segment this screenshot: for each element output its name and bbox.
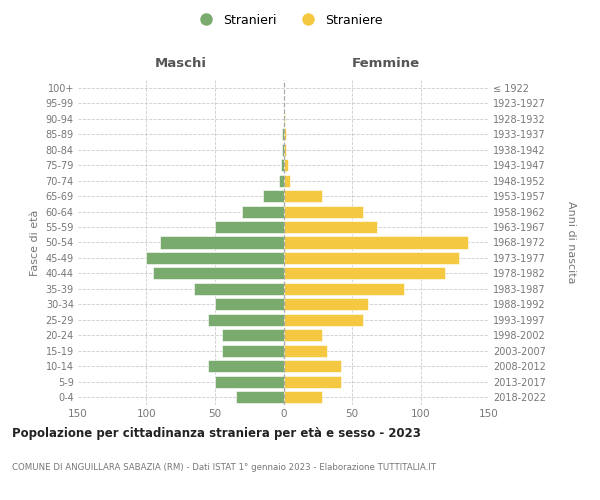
Bar xyxy=(284,345,328,357)
Bar xyxy=(284,206,363,218)
Bar xyxy=(208,314,284,326)
Bar xyxy=(284,112,285,124)
Bar xyxy=(215,376,284,388)
Bar xyxy=(263,190,284,202)
Text: Maschi: Maschi xyxy=(155,57,207,70)
Bar xyxy=(284,330,322,342)
Bar xyxy=(284,144,286,156)
Bar xyxy=(284,391,322,404)
Bar xyxy=(284,298,368,310)
Bar xyxy=(284,128,286,140)
Bar xyxy=(146,252,284,264)
Bar xyxy=(280,174,284,186)
Bar xyxy=(215,298,284,310)
Bar xyxy=(284,190,322,202)
Bar xyxy=(284,376,341,388)
Bar xyxy=(282,128,284,140)
Bar xyxy=(284,221,377,233)
Y-axis label: Anni di nascita: Anni di nascita xyxy=(566,201,575,284)
Bar xyxy=(222,345,284,357)
Bar xyxy=(284,236,469,248)
Bar xyxy=(215,221,284,233)
Text: COMUNE DI ANGUILLARA SABAZIA (RM) - Dati ISTAT 1° gennaio 2023 - Elaborazione TU: COMUNE DI ANGUILLARA SABAZIA (RM) - Dati… xyxy=(12,462,436,471)
Y-axis label: Fasce di età: Fasce di età xyxy=(30,210,40,276)
Bar xyxy=(154,268,284,280)
Legend: Stranieri, Straniere: Stranieri, Straniere xyxy=(188,8,388,32)
Bar xyxy=(284,283,404,295)
Bar xyxy=(242,206,284,218)
Bar xyxy=(282,144,284,156)
Bar xyxy=(284,314,363,326)
Bar xyxy=(281,159,284,171)
Bar xyxy=(160,236,284,248)
Bar xyxy=(284,159,287,171)
Bar xyxy=(284,360,341,372)
Text: Popolazione per cittadinanza straniera per età e sesso - 2023: Popolazione per cittadinanza straniera p… xyxy=(12,428,421,440)
Bar xyxy=(194,283,284,295)
Bar xyxy=(222,330,284,342)
Bar xyxy=(284,174,290,186)
Bar xyxy=(236,391,284,404)
Bar xyxy=(284,268,445,280)
Bar xyxy=(208,360,284,372)
Text: Femmine: Femmine xyxy=(352,57,421,70)
Bar xyxy=(284,252,459,264)
